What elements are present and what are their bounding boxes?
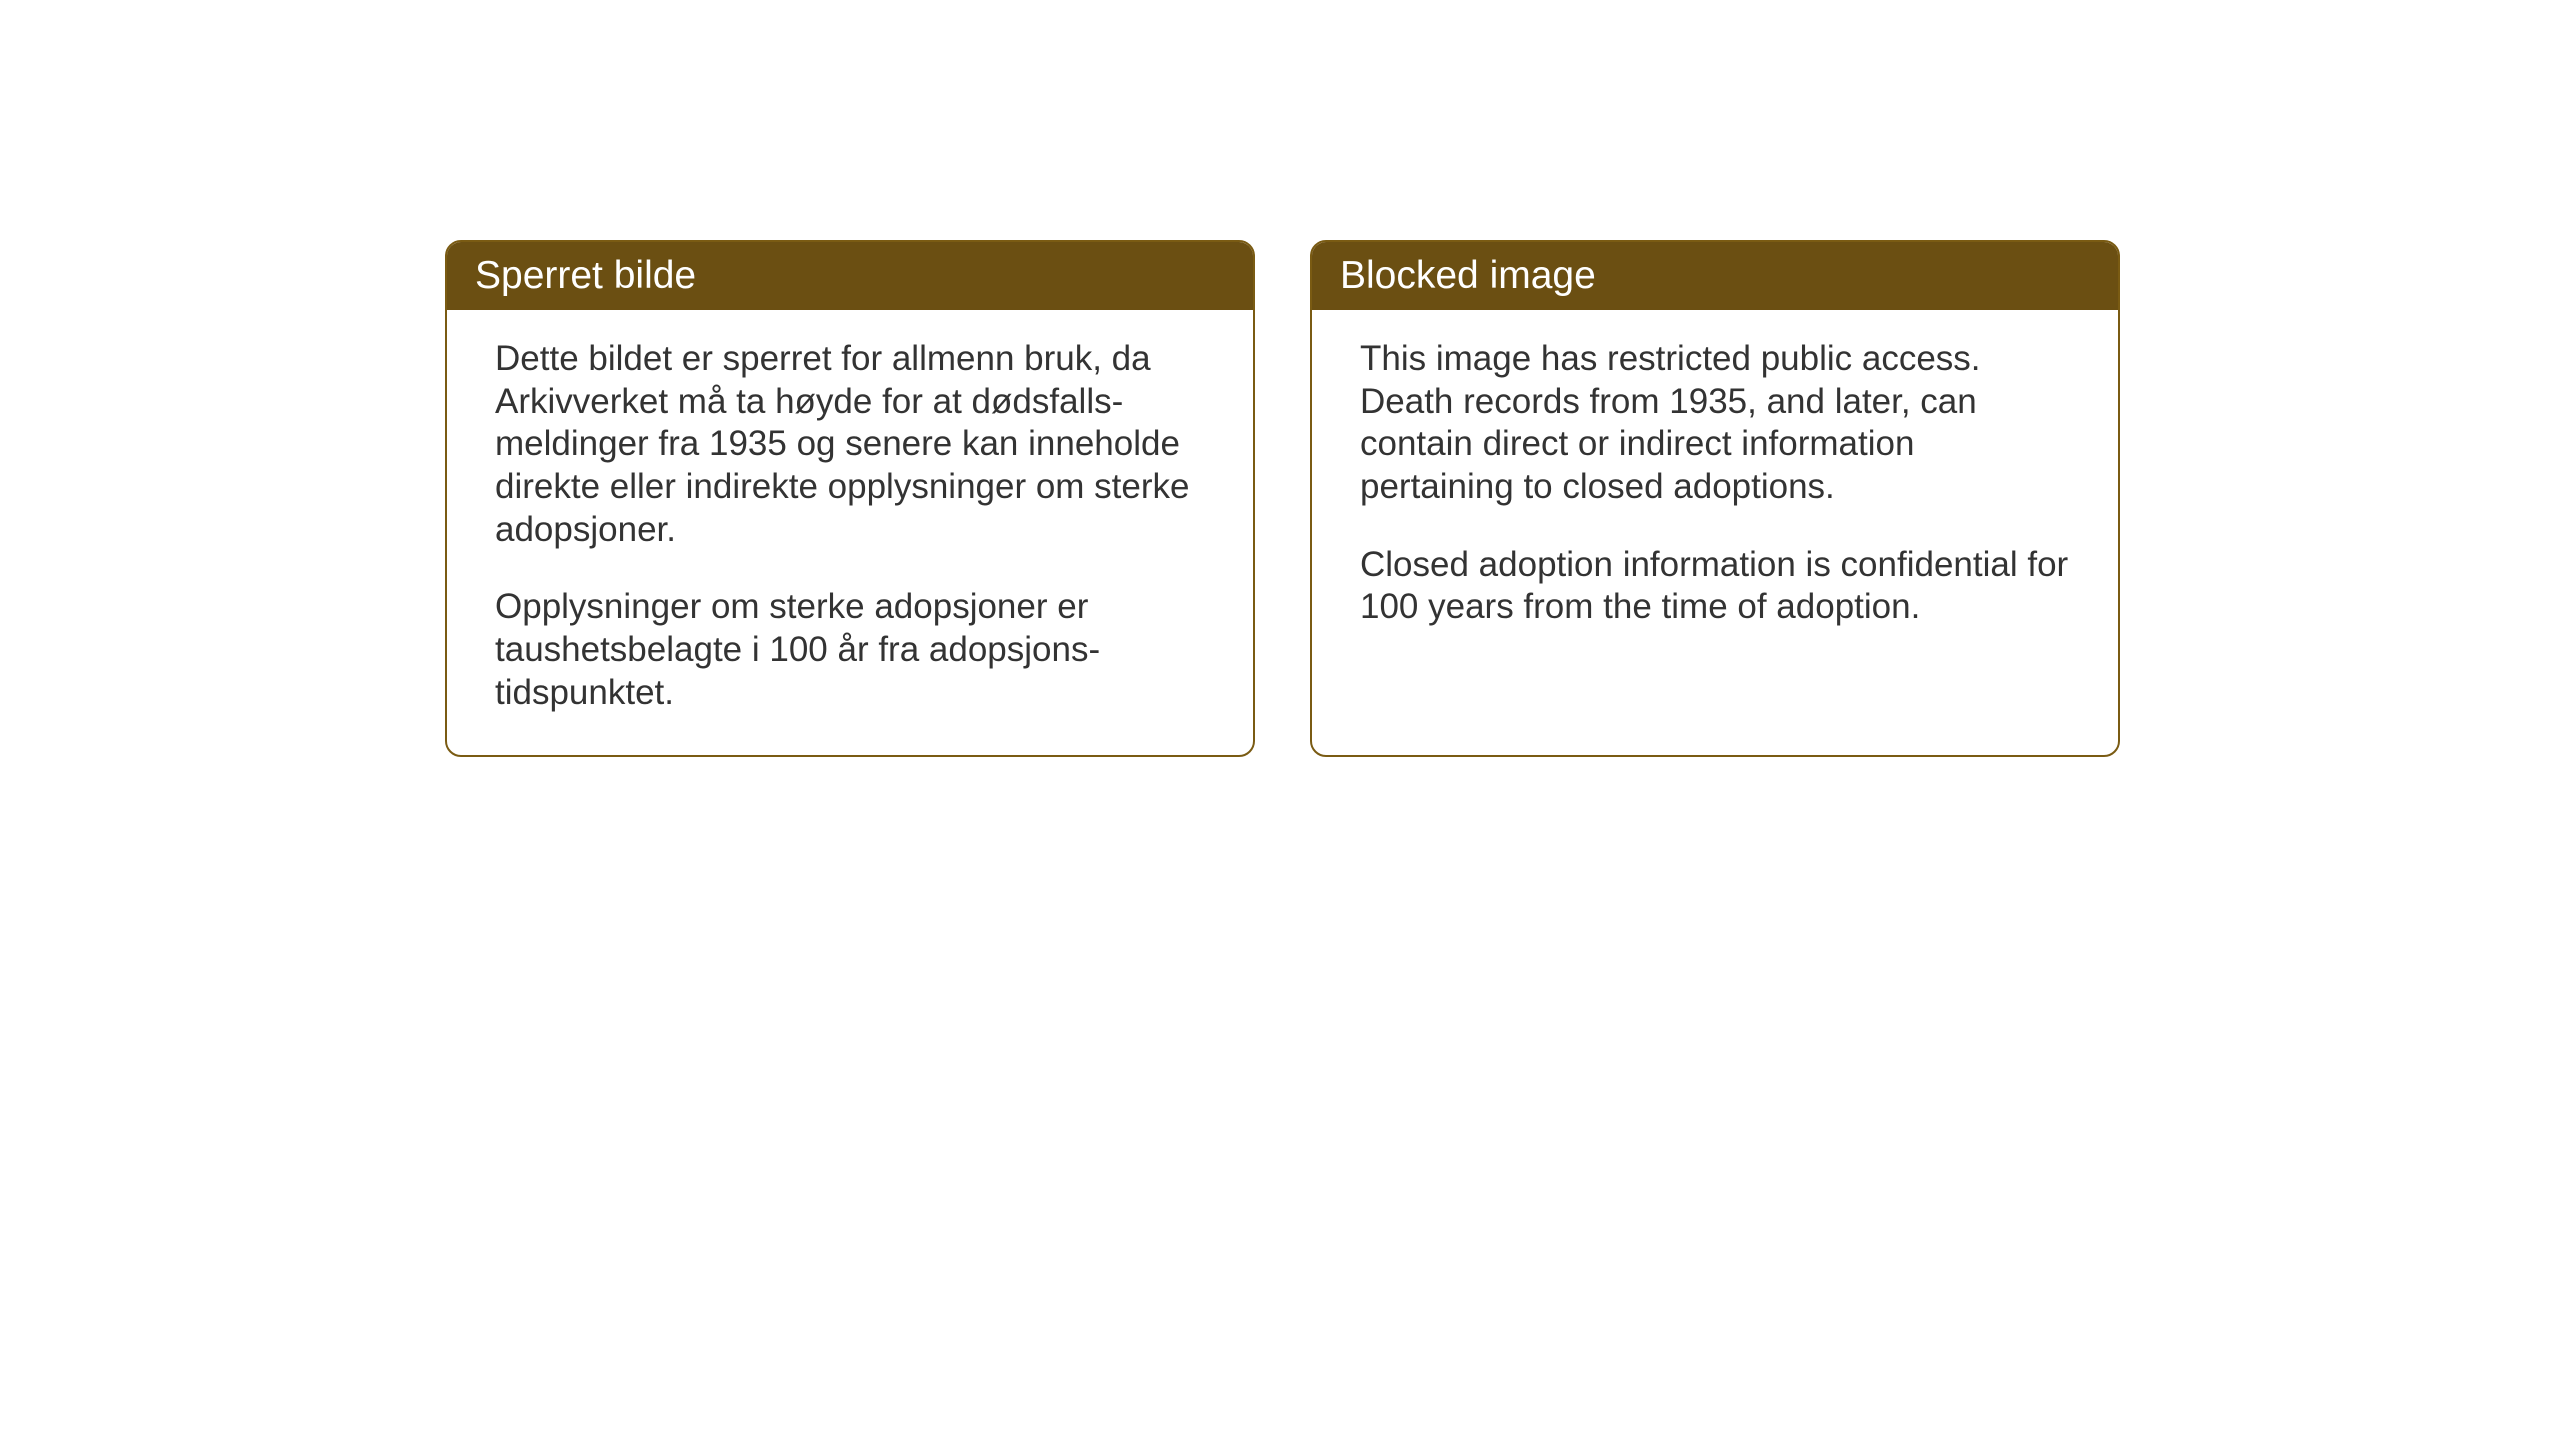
notice-body-norwegian: Dette bildet er sperret for allmenn bruk… bbox=[447, 310, 1253, 755]
notice-container: Sperret bilde Dette bildet er sperret fo… bbox=[445, 240, 2120, 757]
notice-paragraph-1-norwegian: Dette bildet er sperret for allmenn bruk… bbox=[495, 338, 1205, 551]
notice-card-english: Blocked image This image has restricted … bbox=[1310, 240, 2120, 757]
notice-card-norwegian: Sperret bilde Dette bildet er sperret fo… bbox=[445, 240, 1255, 757]
notice-paragraph-2-english: Closed adoption information is confident… bbox=[1360, 544, 2070, 629]
notice-paragraph-2-norwegian: Opplysninger om sterke adopsjoner er tau… bbox=[495, 586, 1205, 714]
notice-title-english: Blocked image bbox=[1340, 254, 1596, 297]
notice-paragraph-1-english: This image has restricted public access.… bbox=[1360, 338, 2070, 509]
notice-body-english: This image has restricted public access.… bbox=[1312, 310, 2118, 730]
notice-header-norwegian: Sperret bilde bbox=[447, 242, 1253, 310]
notice-title-norwegian: Sperret bilde bbox=[475, 254, 696, 297]
notice-header-english: Blocked image bbox=[1312, 242, 2118, 310]
